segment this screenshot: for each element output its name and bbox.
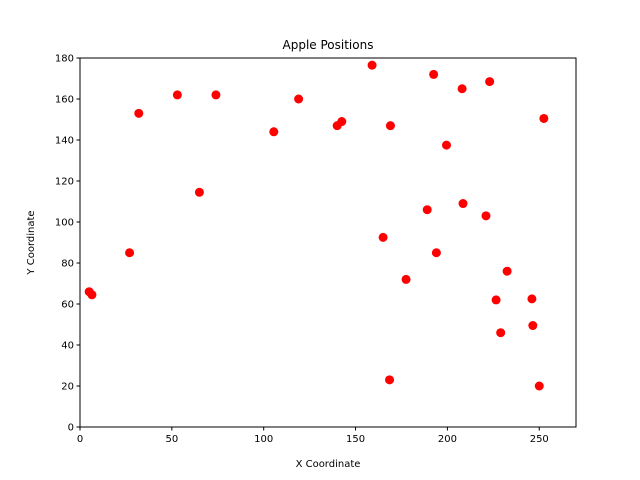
data-point xyxy=(269,127,279,137)
chart-title: Apple Positions xyxy=(283,38,374,52)
x-axis-ticks: 0 50 100 150 200 250 xyxy=(77,427,549,445)
data-point xyxy=(502,266,512,276)
data-point xyxy=(134,108,144,118)
data-point xyxy=(491,295,501,305)
y-tick-label: 0 xyxy=(68,423,74,434)
x-axis-label: X Coordinate xyxy=(296,459,361,470)
data-point xyxy=(534,381,544,391)
y-tick-label: 160 xyxy=(55,95,74,106)
data-point xyxy=(429,69,439,79)
y-tick-label: 180 xyxy=(55,54,74,65)
data-point xyxy=(527,294,537,304)
y-tick-label: 20 xyxy=(61,382,74,393)
x-tick-label: 0 xyxy=(77,434,83,445)
data-point xyxy=(294,94,304,104)
data-point xyxy=(172,90,182,100)
data-point xyxy=(496,328,506,338)
data-point xyxy=(194,187,204,197)
data-point xyxy=(337,117,347,127)
data-point xyxy=(441,140,451,150)
data-point xyxy=(367,60,377,70)
data-point xyxy=(378,232,388,242)
plot-area xyxy=(80,58,576,427)
y-tick-label: 120 xyxy=(55,177,74,188)
data-point xyxy=(211,90,221,100)
data-point xyxy=(401,274,411,284)
x-tick-label: 150 xyxy=(346,434,365,445)
x-tick-label: 250 xyxy=(530,434,549,445)
data-point xyxy=(457,84,467,94)
data-point xyxy=(125,248,135,258)
data-point xyxy=(87,290,97,300)
y-tick-label: 60 xyxy=(61,300,74,311)
x-tick-label: 100 xyxy=(254,434,273,445)
y-tick-label: 80 xyxy=(61,259,74,270)
x-tick-label: 200 xyxy=(438,434,457,445)
data-points xyxy=(84,60,549,391)
y-axis-ticks: 0 20 40 60 80 100 120 140 160 180 xyxy=(55,54,80,434)
data-point xyxy=(431,248,441,258)
x-tick-label: 50 xyxy=(165,434,178,445)
data-point xyxy=(481,211,491,221)
data-point xyxy=(422,205,432,215)
y-tick-label: 40 xyxy=(61,341,74,352)
data-point xyxy=(385,121,395,131)
data-point xyxy=(485,77,495,87)
y-axis-label: Y Coordinate xyxy=(26,210,37,275)
data-point xyxy=(539,113,549,123)
data-point xyxy=(385,375,395,385)
y-tick-label: 100 xyxy=(55,218,74,229)
plot-frame xyxy=(79,57,577,428)
y-tick-label: 140 xyxy=(55,136,74,147)
data-point xyxy=(458,199,468,209)
data-point xyxy=(528,321,538,331)
